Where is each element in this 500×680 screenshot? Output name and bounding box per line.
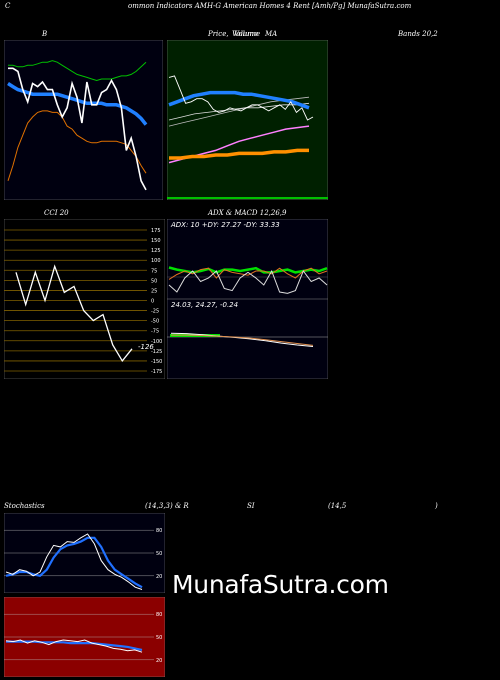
rsi-avg-line bbox=[6, 640, 143, 651]
price-ma-bg bbox=[167, 40, 328, 200]
ma-mid-line bbox=[168, 102, 310, 121]
adx-panel: ADX: 10 +DY: 27.27 -DY: 33.33 bbox=[167, 219, 328, 299]
rsi-tick-label: 20 bbox=[156, 658, 162, 664]
header-title: ommon Indicators AMH-G American Homes 4 … bbox=[128, 2, 412, 10]
ma-label: MA bbox=[265, 30, 278, 38]
bollinger-panel bbox=[4, 40, 163, 200]
cci-tick-label: -175 bbox=[151, 369, 162, 375]
stoch-tick-label: 80 bbox=[156, 528, 162, 534]
stoch-tick-label: 20 bbox=[156, 574, 162, 580]
stoch-panel: 80 50 20 bbox=[4, 513, 165, 593]
macd-panel: 24.03, 24.27, -0.24 bbox=[167, 299, 328, 379]
rsi-tick-label: 50 bbox=[156, 635, 162, 641]
price-ma-panel bbox=[167, 40, 328, 200]
cci-tick-label: -150 bbox=[151, 359, 162, 365]
cci-tick-label: -50 bbox=[151, 319, 159, 325]
stoch-params-label: (14,3,3) & R bbox=[145, 502, 189, 510]
minus-di-line bbox=[168, 269, 328, 294]
cci-tick-label: -25 bbox=[151, 309, 159, 315]
rsi-params-close: ) bbox=[435, 502, 438, 510]
cci-panel: 175 150 125 100 75 50 25 0 -25 -50 -75 -100 -125 -150… bbox=[4, 219, 165, 379]
lower-band-line bbox=[7, 110, 147, 181]
cci-tick-label: 25 bbox=[151, 288, 157, 294]
rsi-tick-label: 80 bbox=[156, 612, 162, 618]
watermark: MunafaSutra.com bbox=[172, 570, 389, 599]
stoch-tick-label: 50 bbox=[156, 551, 162, 557]
rsi-label: SI bbox=[247, 502, 255, 510]
volume-label: Volume bbox=[232, 30, 259, 38]
price-line-2 bbox=[168, 75, 314, 121]
cci-tick-label: -75 bbox=[151, 329, 159, 335]
cci-tick-label: 100 bbox=[151, 258, 161, 264]
volume-overlap-label: Volume bbox=[234, 30, 261, 38]
header-mark: C bbox=[5, 2, 11, 10]
cci-tick-label: -125 bbox=[151, 349, 162, 355]
cci-tick-label: 50 bbox=[151, 278, 157, 284]
cci-line bbox=[15, 264, 133, 363]
stoch-label: Stochastics bbox=[4, 502, 45, 510]
stoch-k-line bbox=[5, 533, 143, 590]
bollinger-label: B bbox=[42, 30, 48, 38]
ma-blue-line bbox=[168, 90, 310, 110]
upper-band-line bbox=[8, 60, 147, 82]
bands-label: Bands 20,2 bbox=[398, 30, 438, 38]
cci-label: CCI 20 bbox=[44, 209, 69, 217]
cci-tick-label: -100 bbox=[151, 339, 162, 345]
rsi-params-label: (14,5 bbox=[328, 502, 347, 510]
macd-signal-line bbox=[171, 334, 314, 346]
adx-values: ADX: 10 +DY: 27.27 -DY: 33.33 bbox=[170, 221, 280, 229]
ma-orange-line bbox=[169, 148, 309, 160]
plus-di-line bbox=[168, 267, 328, 280]
macd-line bbox=[170, 332, 314, 347]
price-line bbox=[8, 67, 147, 191]
bollinger-bg bbox=[4, 40, 163, 200]
adx-bg bbox=[167, 219, 328, 299]
adx-macd-title: ADX & MACD 12,26,9 bbox=[208, 209, 287, 217]
cci-value-label: -126 bbox=[138, 343, 154, 351]
cci-tick-label: 0 bbox=[151, 299, 154, 305]
rsi-line bbox=[5, 639, 143, 653]
cci-bg bbox=[4, 219, 165, 379]
price-label: Price, bbox=[208, 30, 229, 38]
macd-values: 24.03, 24.27, -0.24 bbox=[171, 301, 238, 309]
cci-tick-label: 175 bbox=[151, 228, 161, 234]
cci-tick-label: 150 bbox=[151, 238, 161, 244]
cci-tick-label: 125 bbox=[151, 248, 161, 254]
cci-tick-label: 75 bbox=[151, 268, 157, 274]
rsi-panel: 80 50 20 bbox=[4, 597, 165, 677]
